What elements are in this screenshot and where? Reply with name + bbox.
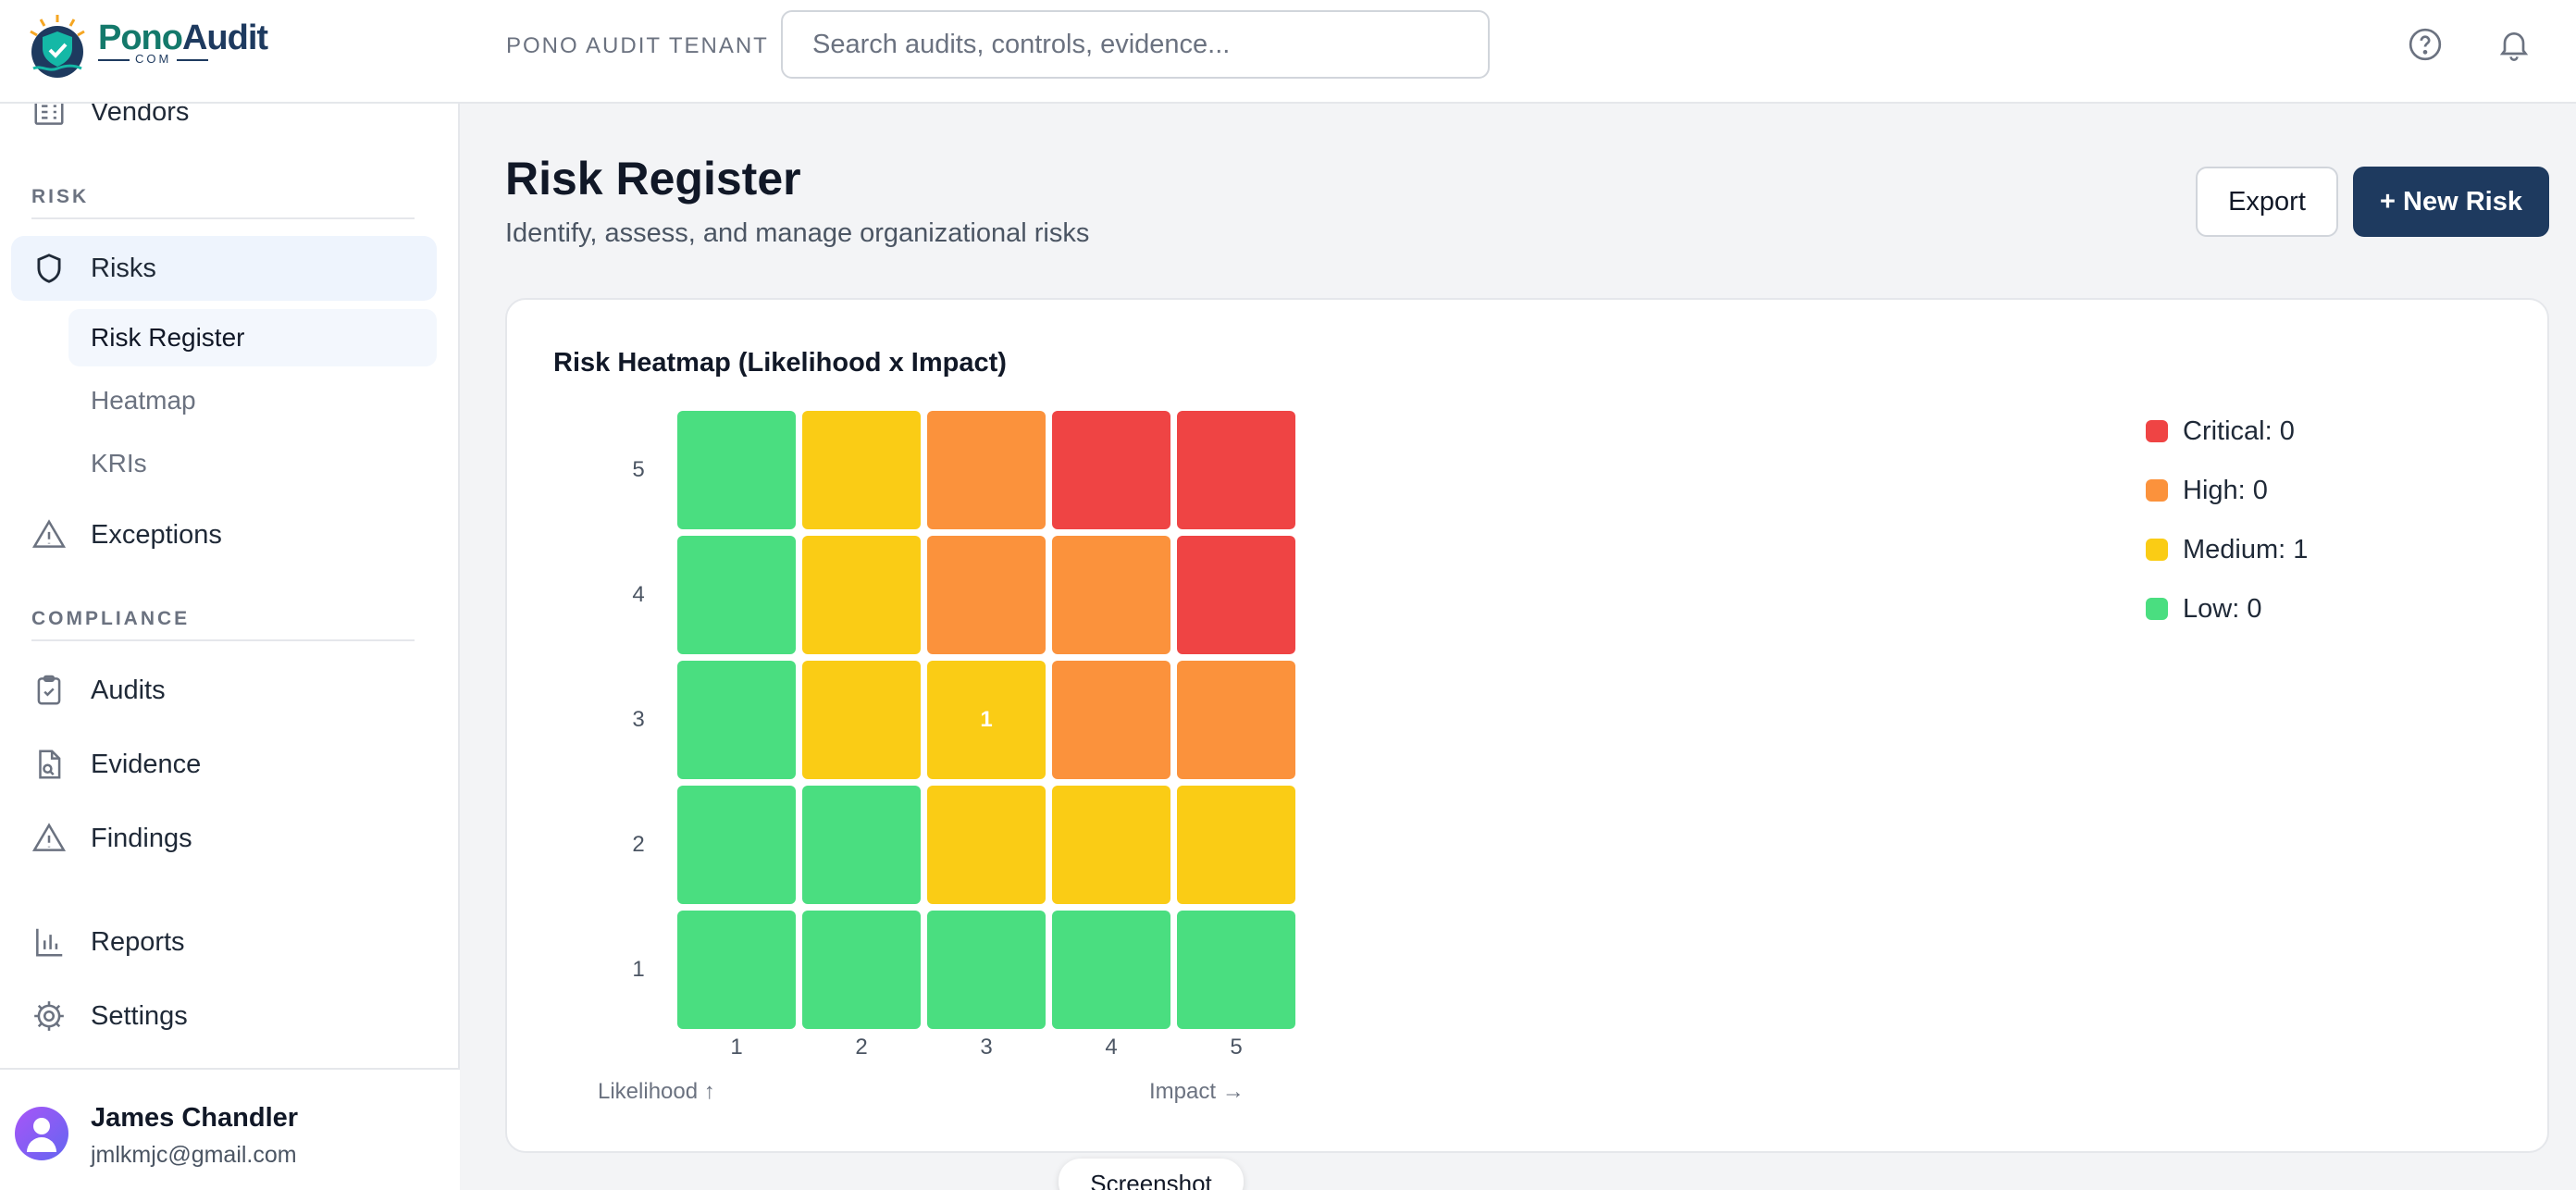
alert-triangle-icon [31,823,67,851]
y-tick-label: 5 [632,457,645,482]
sidebar-item-risks[interactable]: Risks [11,236,437,301]
x-tick-label: 3 [980,1035,993,1060]
sidebar-item-findings[interactable]: Findings [11,806,437,871]
legend-item-medium: Medium: 1 [2146,531,2308,568]
x-axis-caption: Impact → [1149,1079,1245,1104]
bell-icon[interactable] [2496,26,2533,63]
divider [31,639,415,641]
heatmap-cell[interactable] [927,786,1046,904]
page-title: Risk Register [505,153,801,205]
sidebar-item-settings[interactable]: Settings [11,984,437,1048]
section-heading-risk: RISK [31,186,90,207]
heatmap-cell[interactable] [677,536,796,654]
sidebar-subitem-risk-register[interactable]: Risk Register [68,309,437,366]
sidebar-item-label: Audits [91,675,166,705]
user-profile[interactable]: James Chandler jmlkmjc@gmail.com [0,1068,460,1190]
brand-header: PonoAudit COM [0,0,460,104]
heatmap-cell[interactable] [677,911,796,1029]
y-tick-label: 2 [632,832,645,857]
sidebar-item-label: Reports [91,926,185,957]
legend-swatch [2146,539,2168,561]
heatmap-cell[interactable] [802,411,921,529]
sidebar-item-label: Evidence [91,749,202,779]
heatmap-cell[interactable] [677,411,796,529]
heatmap-cell[interactable] [1177,661,1295,779]
heatmap-cell[interactable] [927,536,1046,654]
search-input[interactable] [781,10,1490,79]
brand-name: PonoAudit [98,19,268,57]
heatmap-cell[interactable]: 1 [927,661,1046,779]
heatmap-cell[interactable] [802,786,921,904]
heatmap-cell[interactable] [1052,786,1170,904]
logo-icon[interactable] [22,11,93,81]
export-button[interactable]: Export [2196,167,2338,237]
heatmap-cell[interactable] [802,661,921,779]
heatmap-cell[interactable] [1177,411,1295,529]
sidebar-item-label: Exceptions [91,519,222,550]
heatmap-cell[interactable] [1052,661,1170,779]
legend-item-critical: Critical: 0 [2146,413,2295,450]
sidebar-item-reports[interactable]: Reports [11,910,437,974]
heatmap-cell[interactable] [927,411,1046,529]
legend-label: Critical: 0 [2183,415,2295,446]
sidebar-item-label: Settings [91,1000,188,1031]
page-subtitle: Identify, assess, and manage organizatio… [505,218,1090,248]
y-tick-label: 3 [632,707,645,732]
x-tick-label: 1 [730,1035,743,1060]
brand-sub: COM [97,52,210,66]
tenant-name: PONO AUDIT TENANT [506,33,769,58]
legend-item-high: High: 0 [2146,472,2268,509]
x-tick-label: 2 [855,1035,868,1060]
divider [31,217,415,219]
sidebar-subitem-heatmap[interactable]: Heatmap [91,386,196,415]
chart-title: Risk Heatmap (Likelihood x Impact) [553,348,1007,378]
legend-label: Low: 0 [2183,593,2262,624]
heatmap-cell[interactable] [927,911,1046,1029]
new-risk-button[interactable]: + New Risk [2353,167,2549,237]
heatmap-cell[interactable] [802,536,921,654]
sidebar-item-audits[interactable]: Audits [11,658,437,723]
heatmap-cell[interactable] [1177,536,1295,654]
legend-swatch [2146,598,2168,620]
bar-chart-icon [36,928,63,957]
heatmap-cell[interactable] [1177,786,1295,904]
topbar: PONO AUDIT TENANT [460,0,2576,104]
legend-label: Medium: 1 [2183,534,2309,564]
gear-icon [34,1001,64,1031]
heatmap-cell[interactable] [802,911,921,1029]
file-search-icon [39,750,61,779]
heatmap-cell[interactable] [677,661,796,779]
legend-item-low: Low: 0 [2146,590,2261,627]
sidebar: Vendors RISK Risks Risk Register Heatmap… [0,0,460,1190]
avatar [15,1107,68,1160]
alert-triangle-icon [31,519,67,548]
sidebar-item-exceptions[interactable]: Exceptions [11,502,437,567]
heatmap-cell[interactable] [1177,911,1295,1029]
tooltip: Screenshot [1059,1159,1244,1190]
y-tick-label: 1 [632,957,645,982]
y-axis-caption: Likelihood ↑ [598,1079,715,1104]
user-email: jmlkmjc@gmail.com [91,1142,297,1168]
sidebar-subitem-kris[interactable]: KRIs [91,449,147,477]
legend-label: High: 0 [2183,475,2268,505]
help-circle-icon[interactable] [2407,26,2444,63]
sidebar-item-evidence[interactable]: Evidence [11,732,437,797]
shield-icon [37,254,61,283]
sidebar-item-label: Findings [91,823,192,853]
heatmap-cell[interactable] [1052,911,1170,1029]
heatmap-cell[interactable] [1052,536,1170,654]
x-tick-label: 4 [1105,1035,1118,1060]
heatmap-cell[interactable] [677,786,796,904]
legend-swatch [2146,479,2168,502]
heatmap-card: Risk Heatmap (Likelihood x Impact) 1 5 4 3 2… [505,298,2549,1153]
legend-swatch [2146,420,2168,442]
clipboard-check-icon [37,675,61,705]
user-name: James Chandler [91,1103,299,1133]
sidebar-item-label: Risks [91,253,156,283]
y-tick-label: 4 [632,582,645,607]
x-tick-label: 5 [1230,1035,1243,1060]
section-heading-compliance: COMPLIANCE [31,608,191,629]
heatmap-cell[interactable] [1052,411,1170,529]
